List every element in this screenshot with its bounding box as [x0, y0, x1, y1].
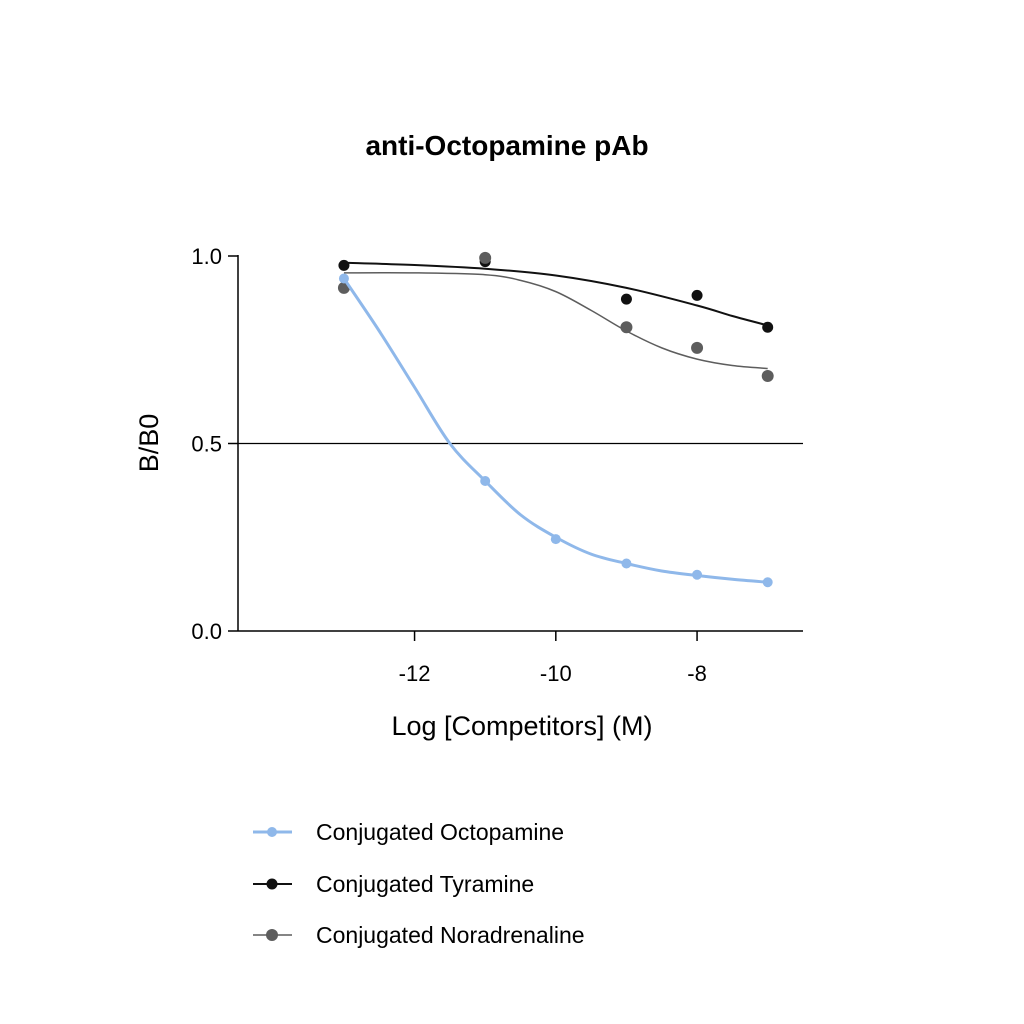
data-point	[338, 273, 349, 284]
x-tick-label: -8	[687, 661, 707, 686]
data-point	[762, 577, 773, 588]
legend-item-1: Conjugated Tyramine	[253, 871, 534, 897]
legend-marker	[266, 929, 278, 941]
data-point	[692, 569, 703, 580]
series-1	[338, 256, 774, 333]
series-0	[338, 273, 773, 588]
data-point	[480, 476, 491, 486]
y-tick-label: 1.0	[191, 244, 222, 269]
legend-marker	[266, 878, 278, 890]
data-point	[691, 289, 703, 301]
legend: Conjugated Octopamine Conjugated Tyramine…	[253, 819, 585, 948]
series-layer	[337, 251, 774, 588]
data-point	[620, 321, 633, 334]
legend-item-0: Conjugated Octopamine	[253, 819, 564, 845]
x-tick-label: -10	[540, 661, 572, 686]
fit-curve	[343, 271, 768, 370]
data-point	[621, 558, 632, 569]
fit-curve	[343, 261, 768, 327]
series-2	[337, 251, 774, 382]
x-tick-label: -12	[399, 661, 431, 686]
axes: 0.0 0.5 1.0 -12 -10 -8	[191, 244, 803, 686]
data-point	[479, 251, 492, 264]
legend-label: Conjugated Tyramine	[316, 871, 534, 897]
data-point	[762, 321, 774, 333]
data-point	[338, 259, 350, 271]
data-point	[761, 370, 774, 382]
legend-marker	[267, 827, 277, 837]
legend-label: Conjugated Octopamine	[316, 819, 564, 845]
y-tick-label: 0.5	[191, 432, 222, 457]
y-axis-label: B/B0	[134, 414, 164, 473]
legend-item-2: Conjugated Noradrenaline	[253, 922, 585, 948]
legend-label: Conjugated Noradrenaline	[316, 922, 585, 948]
x-axis-label: Log [Competitors] (M)	[391, 711, 652, 741]
data-point	[620, 293, 632, 305]
y-tick-label: 0.0	[191, 619, 222, 644]
data-point	[550, 534, 561, 545]
data-point	[691, 341, 704, 354]
chart-title: anti-Octopamine pAb	[365, 130, 648, 161]
